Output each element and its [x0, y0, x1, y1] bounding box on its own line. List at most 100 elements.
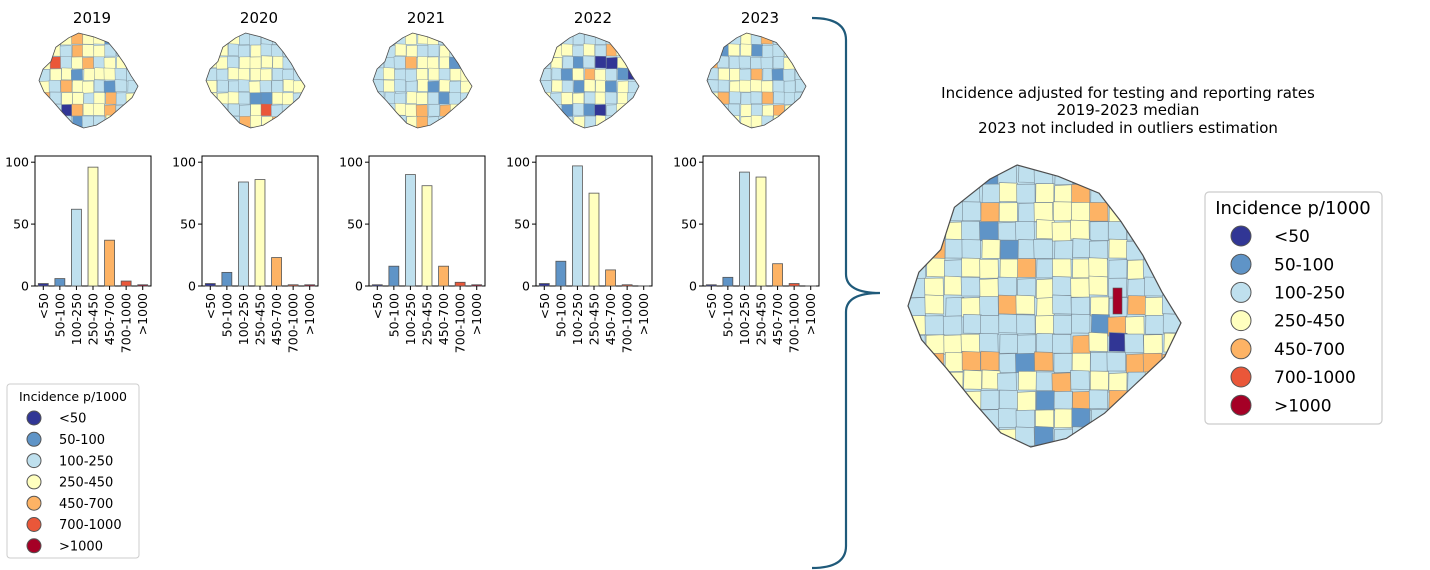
map-district [998, 182, 1018, 203]
map-district [1125, 184, 1145, 205]
map-district [717, 91, 730, 105]
map-district [595, 79, 607, 93]
map-district [604, 115, 617, 128]
legend-small-frame [6, 383, 140, 559]
map-district [228, 33, 240, 45]
map-district [584, 91, 596, 105]
mini-map-2019 [38, 32, 139, 129]
map-district [944, 427, 964, 447]
map-district [1089, 221, 1109, 241]
mini-map-2021 [372, 32, 473, 129]
map-district [718, 68, 730, 81]
map-district [1033, 165, 1054, 185]
map-district [1072, 426, 1091, 447]
map-district [60, 33, 73, 46]
map-district [249, 33, 261, 46]
bar [755, 176, 767, 287]
map-district [92, 103, 105, 116]
bar [221, 271, 233, 287]
map-district [261, 55, 273, 69]
map-district [562, 56, 574, 69]
map-district [206, 92, 218, 106]
map-outline [539, 32, 640, 129]
map-district [1163, 407, 1181, 428]
map-district [61, 92, 73, 105]
y-tick-label: 50 [514, 217, 530, 232]
map-district [49, 56, 62, 69]
map-district [394, 102, 407, 116]
map-district [924, 277, 944, 298]
map-district [127, 80, 138, 93]
map-district [1108, 259, 1128, 280]
map-district [227, 91, 240, 105]
bar [572, 165, 583, 287]
map-district [1015, 294, 1036, 315]
map-district [93, 79, 106, 93]
map-district [772, 44, 785, 57]
map-district [1161, 182, 1181, 203]
map-district [1070, 296, 1091, 317]
map-district [1052, 276, 1072, 296]
map-district [627, 92, 639, 105]
map-district [926, 371, 946, 391]
bar [538, 283, 550, 287]
map-district [979, 296, 999, 316]
map-district [71, 103, 84, 117]
map-district [551, 79, 563, 93]
map-district [908, 334, 926, 356]
map-district [573, 116, 585, 128]
map-district [1017, 278, 1037, 299]
map-district [1034, 351, 1054, 372]
map-district [1054, 240, 1074, 261]
map-outline [38, 32, 139, 129]
map-district [404, 104, 417, 117]
x-tick-label: 700-1000 [286, 293, 301, 353]
map-district [1051, 221, 1072, 242]
x-tick-label: 50-100 [386, 293, 401, 337]
bar [71, 208, 82, 287]
map-district [961, 297, 981, 318]
map-district [1124, 202, 1145, 223]
map-district [115, 115, 128, 128]
map-district [417, 56, 429, 69]
legend-small-title: Incidence p/1000 [19, 389, 127, 404]
map-district [1033, 239, 1054, 259]
map-district [561, 43, 574, 57]
x-tick-label: 100-250 [236, 293, 251, 345]
map-district [1054, 184, 1074, 205]
legend-marker [1230, 310, 1252, 332]
bar [454, 281, 466, 287]
map-district [394, 79, 406, 92]
x-tick-label: 250-450 [86, 293, 101, 345]
map-district [416, 68, 428, 81]
bar-chart-2021: 0 50 100 <50 50-100 100-250 250-450 450-700 700-… [339, 155, 486, 353]
x-tick-label: 700-1000 [620, 293, 635, 353]
map-district [282, 92, 295, 106]
map-district [1143, 334, 1163, 355]
year-title: 2021 [407, 9, 445, 27]
map-district [999, 333, 1019, 354]
map-district [450, 114, 462, 128]
map-district [979, 165, 999, 185]
legend-large-frame [1204, 191, 1383, 425]
panel-2020: 2020 0 50 100 <50 50-100 100-250 250-450 450-700… [172, 9, 319, 353]
map-district [39, 68, 50, 82]
map-district [427, 44, 440, 57]
legend-large: Incidence p/1000 <50 50-100 100-250 250-450… [1204, 191, 1383, 425]
map-district [1108, 372, 1128, 393]
map-district [427, 116, 440, 128]
map-district [216, 56, 228, 70]
map-district [384, 91, 397, 105]
map-district [616, 103, 629, 116]
map-district [997, 165, 1017, 185]
map-district [606, 104, 618, 118]
map-district [760, 33, 773, 45]
x-tick-label: 700-1000 [453, 293, 468, 353]
map-district [293, 33, 305, 46]
map-district [1071, 201, 1091, 222]
map-district [1163, 276, 1181, 296]
map-district [1126, 353, 1145, 374]
map-district [1127, 278, 1147, 299]
x-tick-label: >1000 [469, 293, 484, 335]
map-district [1162, 313, 1181, 334]
